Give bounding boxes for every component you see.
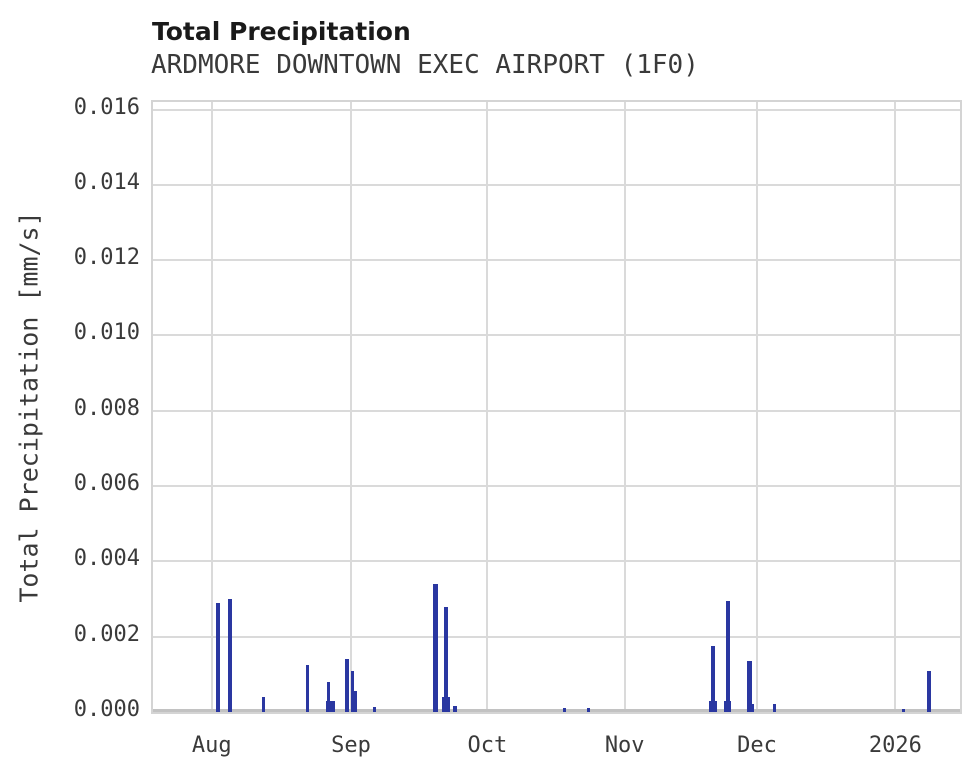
x-gridline bbox=[894, 102, 897, 712]
precipitation-bar bbox=[373, 707, 376, 712]
precipitation-bar bbox=[747, 661, 752, 712]
precipitation-bar bbox=[326, 681, 331, 712]
y-gridline bbox=[153, 560, 960, 563]
x-tick-label: Sep bbox=[331, 733, 371, 758]
y-gridline bbox=[153, 635, 960, 638]
precipitation-bar bbox=[587, 708, 591, 712]
y-gridline bbox=[153, 108, 960, 111]
y-gridline bbox=[153, 409, 960, 412]
precipitation-bar bbox=[344, 659, 350, 712]
y-tick-label: 0.016 bbox=[73, 94, 140, 120]
y-gridline bbox=[153, 485, 960, 488]
y-tick-label: 0.008 bbox=[73, 395, 140, 421]
precipitation-bar bbox=[325, 700, 335, 712]
precipitation-bar bbox=[261, 696, 265, 712]
y-tick-label: 0.012 bbox=[73, 245, 140, 271]
y-tick-label: 0.000 bbox=[73, 697, 140, 722]
y-tick-label: 0.002 bbox=[73, 621, 140, 647]
chart-title: Total Precipitation bbox=[152, 17, 411, 46]
x-gridline bbox=[350, 102, 353, 712]
precipitation-bar bbox=[926, 670, 932, 712]
y-tick-label: 0.010 bbox=[73, 320, 140, 346]
y-tick-label: 0.014 bbox=[73, 169, 140, 195]
x-tick-label: 2026 bbox=[868, 733, 922, 758]
precipitation-bar bbox=[443, 606, 449, 712]
y-gridline bbox=[153, 334, 960, 337]
precipitation-bar bbox=[216, 602, 221, 712]
x-tick-label: Nov bbox=[604, 733, 645, 758]
precipitation-bar bbox=[453, 706, 458, 712]
precipitation-bar bbox=[724, 700, 732, 712]
x-gridline bbox=[623, 102, 626, 712]
precipitation-bar bbox=[227, 599, 232, 712]
y-tick-label: 0.004 bbox=[73, 546, 140, 572]
precipitation-bar bbox=[563, 708, 567, 712]
precipitation-bar bbox=[725, 600, 731, 712]
x-tick-label: Oct bbox=[467, 733, 508, 758]
precipitation-bar bbox=[746, 704, 754, 712]
x-gridline bbox=[756, 102, 759, 712]
precipitation-bar bbox=[772, 704, 777, 712]
precipitation-bar bbox=[350, 670, 354, 712]
y-gridline bbox=[153, 183, 960, 186]
precipitation-bar bbox=[711, 646, 716, 712]
x-axis-line bbox=[153, 709, 960, 712]
chart-subtitle: ARDMORE DOWNTOWN EXEC AIRPORT (1F0) bbox=[151, 50, 699, 80]
x-gridline bbox=[210, 102, 213, 712]
precipitation-bar bbox=[433, 583, 438, 712]
y-axis-label: Total Precipitation [mm/s] bbox=[14, 211, 44, 603]
precipitation-bar bbox=[901, 709, 906, 712]
x-tick-label: Aug bbox=[191, 733, 232, 758]
precipitation-bar bbox=[442, 696, 451, 712]
precipitation-bar bbox=[305, 664, 309, 712]
x-gridline bbox=[486, 102, 489, 712]
y-tick-label: 0.006 bbox=[73, 471, 140, 497]
plot-area bbox=[151, 100, 962, 714]
precipitation-bar bbox=[353, 691, 358, 712]
y-gridline bbox=[153, 259, 960, 262]
x-tick-label: Dec bbox=[737, 733, 777, 758]
precipitation-bar bbox=[708, 700, 717, 712]
